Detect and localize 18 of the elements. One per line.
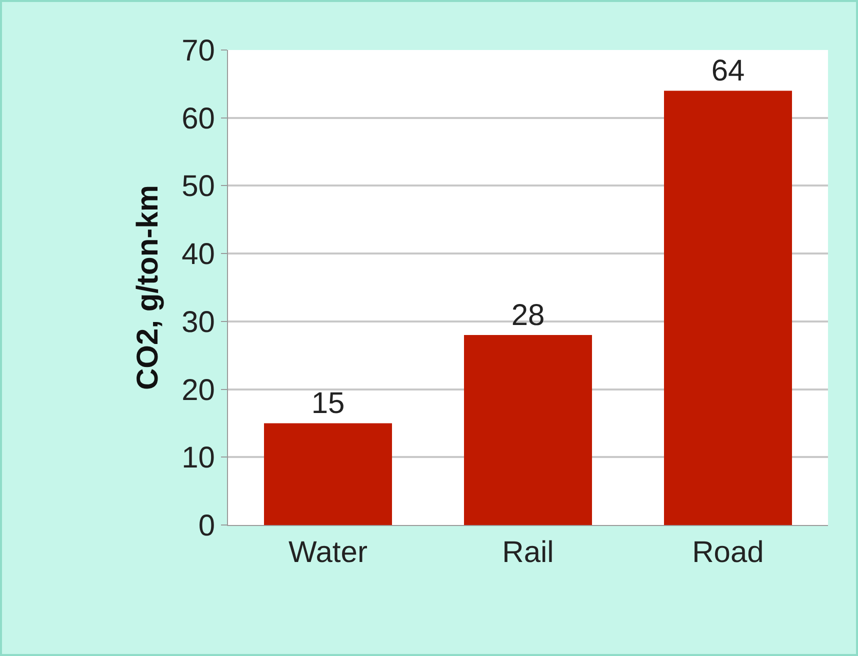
bar: [464, 335, 592, 525]
bar: [264, 423, 392, 525]
y-tick-label: 20: [182, 374, 215, 407]
bar: [664, 90, 792, 525]
y-tick-label: 10: [182, 442, 215, 475]
y-axis-title: CO2, g/ton-km: [132, 184, 165, 390]
data-label: 15: [311, 387, 345, 420]
y-tick-label: 60: [182, 102, 215, 136]
data-label: 64: [711, 54, 745, 88]
y-tick-label: 50: [182, 170, 215, 204]
y-tick-label: 40: [182, 238, 215, 272]
data-label: 28: [511, 299, 545, 332]
y-tick-label: 30: [182, 306, 215, 339]
x-tick-label: Rail: [502, 536, 554, 569]
x-tick-label: Road: [692, 536, 764, 569]
y-tick-label: 70: [182, 34, 215, 68]
x-tick-label: Water: [288, 536, 368, 569]
y-tick-label: 0: [198, 510, 215, 542]
